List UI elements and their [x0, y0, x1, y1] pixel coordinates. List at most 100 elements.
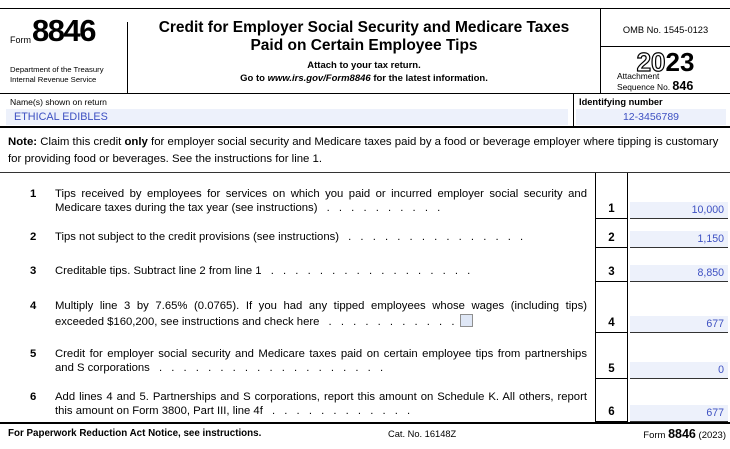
- identity-row: Name(s) shown on return ETHICAL EDIBLES …: [0, 93, 730, 128]
- form-line-6: 6 Add lines 4 and 5. Partnerships and S …: [0, 379, 730, 422]
- form-line-4: 4 Multiply line 3 by 7.65% (0.0765). If …: [0, 282, 730, 333]
- note-text2: for employer social security and Medicar…: [8, 136, 719, 165]
- form-number: 8846: [32, 13, 96, 48]
- identity-divider: [573, 94, 574, 126]
- line-3-text: Creditable tips. Subtract line 2 from li…: [55, 265, 587, 279]
- attachment-sequence: Attachment Sequence No. 846: [617, 71, 694, 93]
- line-2-amount-cell: 1,150: [628, 219, 730, 248]
- line-1-desc: Tips received by employees for services …: [55, 188, 587, 214]
- line-2-description: 2 Tips not subject to the credit provisi…: [0, 231, 595, 249]
- footer-form-year: (2023): [695, 430, 726, 441]
- line-3-amount-field[interactable]: 8,850: [630, 265, 728, 282]
- agency-line1: Department of the Treasury: [10, 65, 104, 74]
- line-2-text: Tips not subject to the credit provision…: [55, 231, 587, 245]
- line-6-text: Add lines 4 and 5. Partnerships and S co…: [55, 391, 587, 418]
- line-6-amount-field[interactable]: 677: [630, 405, 728, 422]
- line-5-number: 5: [30, 348, 37, 360]
- goto-instruction: Go to www.irs.gov/Form8846 for the lates…: [131, 73, 597, 84]
- line-6-description: 6 Add lines 4 and 5. Partnerships and S …: [0, 391, 595, 422]
- omb-divider: [601, 46, 730, 47]
- line-1-description: 1 Tips received by employees for service…: [0, 188, 595, 219]
- form-word-label: Form: [10, 35, 31, 45]
- footer-form-number: 8846: [668, 427, 696, 441]
- note-bold: Note:: [8, 136, 38, 148]
- line-6-box-number: 6: [595, 379, 628, 422]
- line-4-amount-cell: 677: [628, 282, 730, 333]
- header-divider-left: [127, 22, 128, 93]
- year-outline: 20: [636, 46, 666, 77]
- dot-leader: . . . . . . . . . . . .: [262, 404, 411, 417]
- line-2-amount-field[interactable]: 1,150: [630, 231, 728, 248]
- name-field[interactable]: ETHICAL EDIBLES: [6, 109, 568, 125]
- line-3-number: 3: [30, 264, 37, 277]
- dot-leader: . . . . . . . . . .: [317, 201, 441, 214]
- line-4-number: 4: [30, 300, 37, 312]
- line-3-box-number: 3: [595, 248, 628, 282]
- form-line-3: 3 Creditable tips. Subtract line 2 from …: [0, 248, 730, 282]
- line-1-text: Tips received by employees for services …: [55, 188, 587, 215]
- form-line-5: 5 Credit for employer social security an…: [0, 333, 730, 379]
- line-4-box-number: 4: [595, 282, 628, 333]
- agency-block: Department of the Treasury Internal Reve…: [10, 65, 104, 85]
- sequence-line: Sequence No. 846: [617, 78, 694, 93]
- omb-number: OMB No. 1545-0123: [622, 25, 709, 35]
- form-footer: For Paperwork Reduction Act Notice, see …: [0, 427, 730, 443]
- header-divider-right: [600, 9, 601, 93]
- line-2-desc: Tips not subject to the credit provision…: [55, 230, 340, 243]
- identifying-number-field[interactable]: 12-3456789: [576, 109, 726, 125]
- line-6-desc: Add lines 4 and 5. Partnerships and S co…: [55, 391, 587, 417]
- irs-url[interactable]: www.irs.gov/Form8846: [267, 73, 371, 84]
- line-2-number: 2: [30, 230, 37, 243]
- title-line2: Paid on Certain Employee Tips: [250, 37, 478, 54]
- note-text1: Claim this credit: [37, 136, 125, 148]
- line-5-desc: Credit for employer social security and …: [55, 348, 587, 374]
- paperwork-notice: For Paperwork Reduction Act Notice, see …: [8, 428, 262, 439]
- line-5-amount-cell: 0: [628, 333, 730, 379]
- form-title: Credit for Employer Social Security and …: [131, 19, 597, 55]
- title-line1: Credit for Employer Social Security and …: [158, 19, 570, 36]
- form-line-1: 1 Tips received by employees for service…: [0, 173, 730, 219]
- goto-prefix: Go to: [240, 73, 268, 84]
- line-4-description: 4 Multiply line 3 by 7.65% (0.0765). If …: [0, 300, 595, 333]
- dot-leader: . . . . . . . . . . . . . . .: [339, 230, 524, 243]
- line-1-box-number: 1: [595, 173, 628, 219]
- line-5-description: 5 Credit for employer social security an…: [0, 348, 595, 379]
- year-solid: 23: [665, 47, 695, 77]
- note-only-bold: only: [124, 136, 148, 148]
- attach-instruction: Attach to your tax return.: [307, 60, 421, 71]
- agency-line2: Internal Revenue Service: [10, 75, 97, 84]
- line-4-desc: Multiply line 3 by 7.65% (0.0765). If yo…: [55, 300, 587, 328]
- title-block: Credit for Employer Social Security and …: [131, 19, 597, 84]
- sequence-number: 846: [672, 78, 694, 93]
- line-1-amount-field[interactable]: 10,000: [630, 202, 728, 219]
- tax-year: 2023: [601, 46, 730, 78]
- name-label: Name(s) shown on return: [10, 97, 107, 107]
- line-5-box-number: 5: [595, 333, 628, 379]
- form-line-2: 2 Tips not subject to the credit provisi…: [0, 219, 730, 248]
- line-5-amount-field[interactable]: 0: [630, 362, 728, 379]
- form-footer-id: Form 8846 (2023): [643, 427, 726, 441]
- catalog-number: Cat. No. 16148Z: [388, 429, 457, 439]
- sequence-label: Sequence No.: [617, 81, 673, 92]
- goto-suffix: for the latest information.: [370, 73, 488, 84]
- line-2-box-number: 2: [595, 219, 628, 248]
- form-lines-table: 1 Tips received by employees for service…: [0, 172, 730, 424]
- line-6-number: 6: [30, 391, 37, 403]
- dot-leader: . . . . . . . . . . . . . . . . .: [261, 264, 471, 277]
- line-4-amount-field[interactable]: 677: [630, 316, 728, 333]
- line-6-amount-cell: 677: [628, 379, 730, 422]
- footer-form-word: Form: [643, 430, 669, 441]
- line-3-description: 3 Creditable tips. Subtract line 2 from …: [0, 265, 595, 283]
- identifying-number-label: Identifying number: [579, 97, 663, 107]
- line-4-checkbox[interactable]: [460, 313, 474, 327]
- line-1-amount-cell: 10,000: [628, 173, 730, 219]
- dot-leader: . . . . . . . . . . .: [319, 315, 455, 328]
- note-paragraph: Note: Claim this credit only for employe…: [8, 134, 724, 167]
- line-4-text: Multiply line 3 by 7.65% (0.0765). If yo…: [55, 300, 587, 329]
- line-1-number: 1: [30, 188, 37, 200]
- line-3-amount-cell: 8,850: [628, 248, 730, 282]
- dot-leader: . . . . . . . . . . . . . . . . . . .: [149, 361, 384, 374]
- line-5-text: Credit for employer social security and …: [55, 348, 587, 375]
- attachment-label: Attachment: [617, 71, 660, 81]
